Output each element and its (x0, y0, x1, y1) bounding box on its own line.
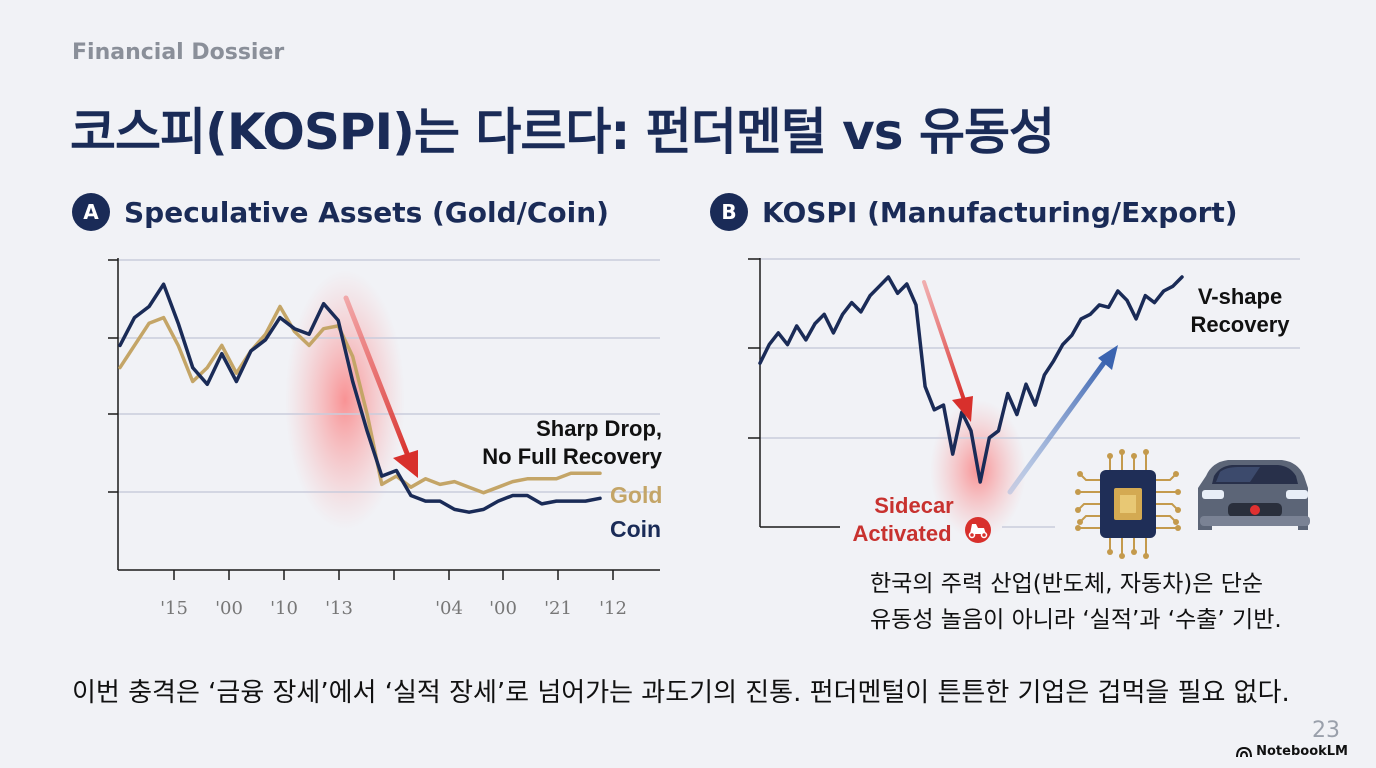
chart-a-lines (118, 282, 602, 514)
chart-a-annotation-line1: Sharp Drop, (536, 416, 662, 441)
chart-b-grid (748, 258, 1300, 439)
chart-b-recovery-arrow (1007, 345, 1118, 495)
page-number: 23 (1312, 718, 1340, 743)
industry-note: 한국의 주력 산업(반도체, 자동차)은 단순 유동성 놀음이 아니라 ‘실적’… (870, 566, 1282, 638)
industry-note-line1: 한국의 주력 산업(반도체, 자동차)은 단순 (870, 571, 1264, 597)
chart-a-x-tick-label: '21 (544, 598, 572, 619)
chart-b-vshape-line2: Recovery (1190, 312, 1290, 337)
kicker-label: Financial Dossier (72, 40, 285, 65)
chart-a-x-tick-label: '10 (270, 598, 298, 619)
chart-b-series-kospi (758, 275, 1184, 484)
panel-b-badge: B (710, 193, 748, 231)
panel-b-title: KOSPI (Manufacturing/Export) (762, 195, 1238, 229)
chart-a-x-tick-label: '00 (489, 598, 517, 619)
chart-b-lines (758, 275, 1184, 484)
brand-name: NotebookLM (1256, 744, 1348, 759)
chart-a-series-coin (118, 282, 602, 514)
industry-note-line2: 유동성 놀음이 아니라 ‘실적’과 ‘수출’ 기반. (870, 607, 1282, 633)
chart-a-x-tick-label: '13 (325, 598, 353, 619)
car-icon (1198, 460, 1310, 530)
chart-a-x-tick-label: '12 (599, 598, 627, 619)
chart-a-x-tick-label: '15 (160, 598, 188, 619)
sidecar-icon (965, 517, 991, 543)
notebooklm-logo-icon (1236, 746, 1253, 757)
panel-a-title: Speculative Assets (Gold/Coin) (124, 195, 609, 229)
brand-label: NotebookLM (1236, 744, 1348, 759)
chart-a-x-tick-label: '00 (215, 598, 243, 619)
panel-b-header: B KOSPI (Manufacturing/Export) (710, 193, 1238, 231)
chart-a-ticks: '15 '00 '10 '13 '04 '00 '21 '12 (160, 570, 627, 619)
legend-coin-label: Coin (610, 516, 661, 542)
chart-b-sidecar-line2: Activated (852, 521, 951, 546)
chart-a-drop-arrow (343, 295, 418, 478)
semiconductor-chip-icon (1075, 449, 1181, 559)
chart-b-sidecar-line1: Sidecar (874, 493, 954, 518)
chart-b-vshape-line1: V-shape (1198, 284, 1282, 309)
chart-a-x-tick-label: '04 (435, 598, 463, 619)
chart-b-drop-arrow (922, 280, 973, 422)
page-title: 코스피(KOSPI)는 다르다: 펀더멘털 vs 유동성 (70, 103, 1055, 161)
summary-text: 이번 충격은 ‘금융 장세’에서 ‘실적 장세’로 넘어가는 과도기의 진통. … (72, 678, 1290, 708)
panel-a-header: A Speculative Assets (Gold/Coin) (72, 193, 609, 231)
chart-a-grid (108, 259, 660, 493)
chart-a-drop-glow (285, 270, 405, 530)
legend-gold-label: Gold (610, 482, 662, 508)
chart-a-annotation-line2: No Full Recovery (482, 444, 662, 469)
panel-a-badge: A (72, 193, 110, 231)
